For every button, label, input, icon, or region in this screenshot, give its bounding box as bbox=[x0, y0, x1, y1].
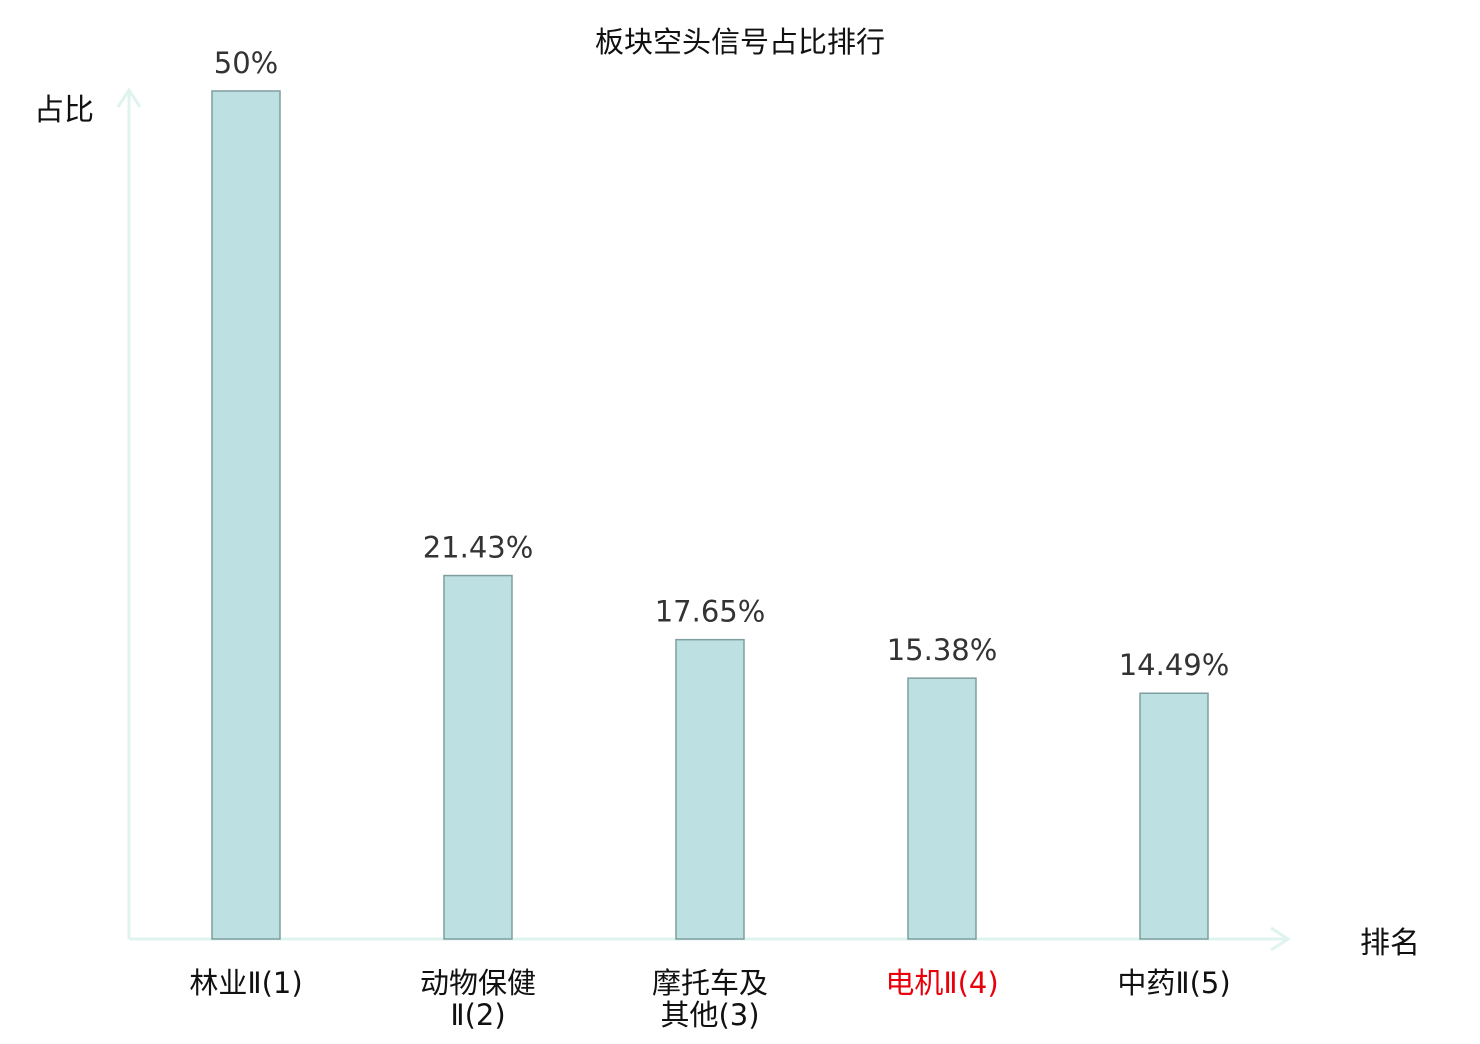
x-tick-label: Ⅱ(2) bbox=[450, 998, 505, 1032]
y-axis-arrow bbox=[116, 87, 142, 108]
data-label: 50% bbox=[214, 46, 278, 80]
bars-group bbox=[211, 90, 1209, 940]
data-label: 14.49% bbox=[1119, 648, 1230, 682]
x-tick-label: 动物保健 bbox=[420, 966, 536, 1000]
bar bbox=[211, 90, 281, 940]
x-tick-label: 电机Ⅱ(4) bbox=[885, 966, 998, 1000]
y-axis-label: 占比 bbox=[34, 93, 94, 128]
data-label: 17.65% bbox=[655, 595, 766, 629]
data-label: 15.38% bbox=[887, 633, 998, 667]
x-tick-label: 摩托车及 bbox=[652, 966, 768, 1000]
x-tick-label: 其他(3) bbox=[660, 998, 759, 1032]
bar bbox=[907, 677, 977, 940]
x-tick-label: 林业Ⅱ(1) bbox=[189, 966, 302, 1000]
bar bbox=[1139, 692, 1209, 940]
bar bbox=[443, 574, 513, 940]
value-labels-group: 50% 21.43% 17.65% 15.38% 14.49% bbox=[214, 46, 1230, 682]
bar bbox=[675, 638, 745, 940]
x-axis-arrow bbox=[1270, 926, 1291, 952]
data-label: 21.43% bbox=[423, 531, 534, 565]
x-axis-label: 排名 bbox=[1360, 926, 1420, 961]
chart-title: 板块空头信号占比排行 bbox=[595, 25, 885, 59]
x-tick-label: 中药Ⅱ(5) bbox=[1117, 966, 1230, 1000]
